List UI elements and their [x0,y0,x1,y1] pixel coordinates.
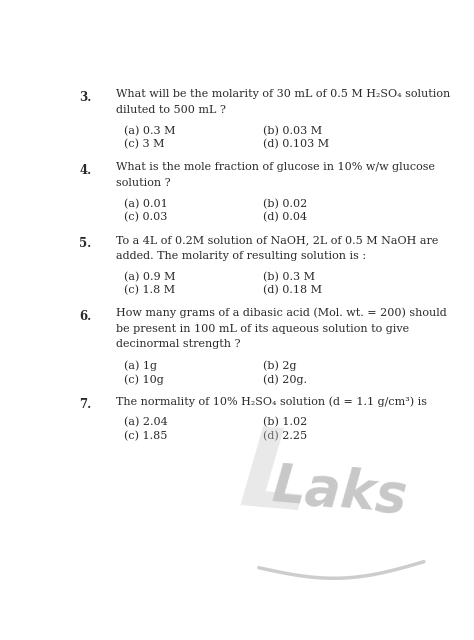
Text: (b) 0.3 M: (b) 0.3 M [263,271,315,282]
Text: (c) 0.03: (c) 0.03 [124,212,167,223]
Text: (b) 0.03 M: (b) 0.03 M [263,125,322,136]
Text: solution ?: solution ? [116,178,171,188]
Text: The normality of 10% H₂SO₄ solution (d = 1.1 g/cm³) is: The normality of 10% H₂SO₄ solution (d =… [116,397,427,407]
Text: 6.: 6. [80,310,91,323]
Text: (c) 10g: (c) 10g [124,374,163,385]
Text: What will be the molarity of 30 mL of 0.5 M H₂SO₄ solution: What will be the molarity of 30 mL of 0.… [116,89,450,99]
Text: (c) 1.85: (c) 1.85 [124,431,167,442]
Text: 4.: 4. [80,164,91,177]
Text: (d) 0.103 M: (d) 0.103 M [263,140,329,150]
Text: How many grams of a dibasic acid (Mol. wt. = 200) should: How many grams of a dibasic acid (Mol. w… [116,308,447,319]
Text: added. The molarity of resulting solution is :: added. The molarity of resulting solutio… [116,251,366,260]
Text: L: L [236,422,316,534]
Text: (d) 20g.: (d) 20g. [263,374,307,385]
Text: (b) 0.02: (b) 0.02 [263,198,307,209]
Text: Laks: Laks [270,460,410,524]
Text: (a) 2.04: (a) 2.04 [124,417,167,428]
Text: What is the mole fraction of glucose in 10% w/w glucose: What is the mole fraction of glucose in … [116,162,435,172]
Text: 3.: 3. [80,91,92,104]
Text: (a) 0.3 M: (a) 0.3 M [124,125,175,136]
Text: (b) 1.02: (b) 1.02 [263,417,307,428]
Text: (b) 2g: (b) 2g [263,360,297,371]
Text: 5.: 5. [80,237,91,250]
Text: To a 4L of 0.2M solution of NaOH, 2L of 0.5 M NaOH are: To a 4L of 0.2M solution of NaOH, 2L of … [116,235,438,245]
Text: (c) 1.8 M: (c) 1.8 M [124,285,174,296]
Text: decinormal strength ?: decinormal strength ? [116,339,241,349]
Text: be present in 100 mL of its aqueous solution to give: be present in 100 mL of its aqueous solu… [116,324,410,333]
Text: (a) 0.01: (a) 0.01 [124,198,167,209]
Text: (d) 0.04: (d) 0.04 [263,212,307,223]
Text: (a) 0.9 M: (a) 0.9 M [124,271,175,282]
Text: (d) 0.18 M: (d) 0.18 M [263,285,322,296]
Text: (c) 3 M: (c) 3 M [124,140,164,150]
Text: (a) 1g: (a) 1g [124,360,156,371]
Text: 7.: 7. [80,398,91,412]
Text: diluted to 500 mL ?: diluted to 500 mL ? [116,105,226,115]
Text: (d) 2.25: (d) 2.25 [263,431,307,442]
